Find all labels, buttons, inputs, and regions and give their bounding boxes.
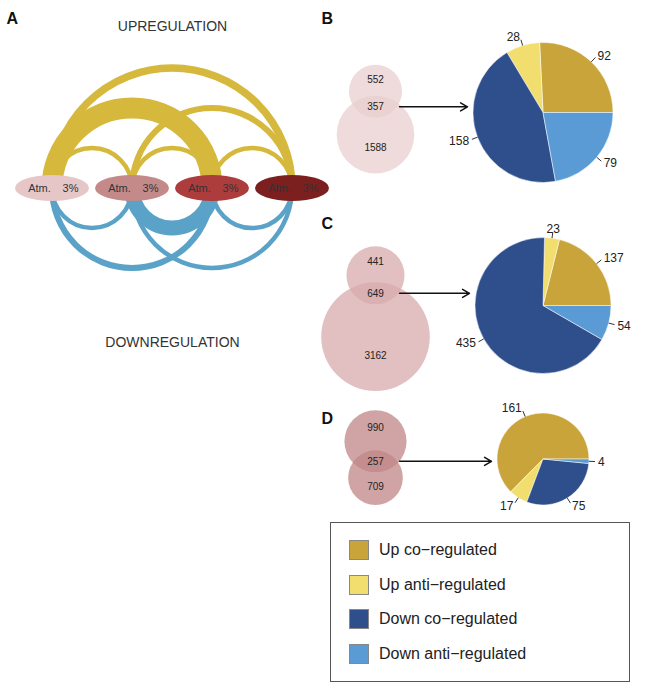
svg-text:C: C [322, 215, 334, 232]
svg-text:D: D [322, 410, 334, 427]
svg-text:Atm.: Atm. [188, 182, 211, 194]
html-text:Up anti−regulated: Up anti−regulated [379, 575, 506, 593]
svg-text:79: 79 [604, 156, 618, 170]
svg-text:435: 435 [456, 336, 476, 350]
svg-text:92: 92 [597, 49, 611, 63]
html-text:Down anti−regulated: Down anti−regulated [379, 644, 527, 662]
svg-text:990: 990 [367, 422, 384, 433]
svg-text:709: 709 [367, 481, 384, 492]
svg-text:23: 23 [547, 222, 561, 236]
svg-text:DOWNREGULATION: DOWNREGULATION [105, 334, 239, 350]
svg-text:54: 54 [617, 319, 631, 333]
svg-text:257: 257 [367, 456, 384, 467]
svg-text:137: 137 [604, 251, 624, 265]
svg-text:Atm.: Atm. [108, 182, 131, 194]
svg-text:B: B [322, 10, 334, 27]
svg-text:4: 4 [598, 455, 605, 469]
svg-text:3%: 3% [303, 182, 319, 194]
svg-text:649: 649 [367, 288, 384, 299]
svg-text:3162: 3162 [364, 350, 387, 361]
svg-text:441: 441 [367, 256, 384, 267]
svg-text:161: 161 [502, 401, 522, 415]
svg-text:75: 75 [572, 499, 586, 513]
html-text:Up co−regulated: Up co−regulated [379, 541, 497, 559]
svg-text:3%: 3% [223, 182, 239, 194]
svg-text:357: 357 [367, 101, 384, 112]
svg-text:552: 552 [367, 74, 384, 85]
svg-text:1588: 1588 [364, 142, 387, 153]
svg-text:17: 17 [500, 499, 514, 513]
svg-text:3%: 3% [143, 182, 159, 194]
svg-text:Atm.: Atm. [268, 182, 291, 194]
svg-text:3%: 3% [63, 182, 79, 194]
svg-text:158: 158 [449, 134, 469, 148]
svg-text:UPREGULATION: UPREGULATION [118, 18, 227, 34]
svg-text:Atm.: Atm. [28, 182, 51, 194]
html-text:Down co−regulated: Down co−regulated [379, 610, 518, 628]
svg-text:28: 28 [507, 30, 521, 44]
svg-text:A: A [7, 10, 19, 27]
